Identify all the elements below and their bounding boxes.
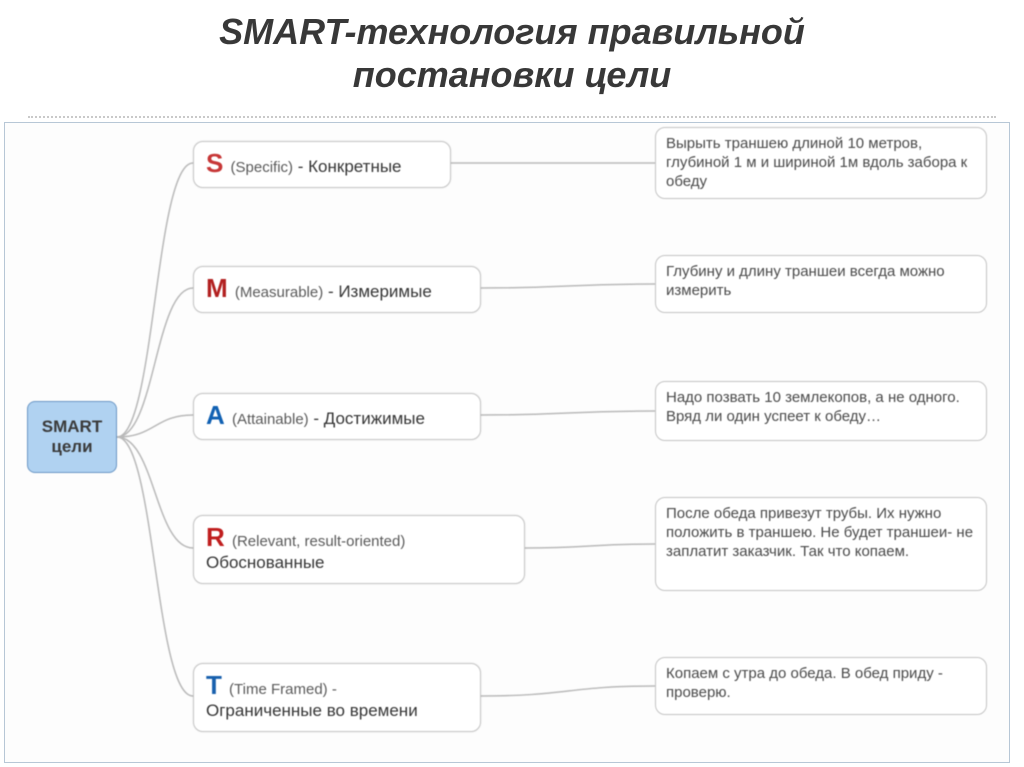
title-divider [28,116,996,118]
criterion-russian-a: - Достижимые [309,409,425,428]
criterion-letter-s: S [206,150,223,176]
criterion-russian-r: Обоснованные [206,553,512,573]
criterion-letter-r: R [206,524,225,550]
root-node-smart-goals: SMART цели [27,401,117,473]
criterion-russian-t: Ограниченные во времени [206,701,468,721]
title-line-2: постановки цели [353,54,671,95]
criterion-node-a: A (Attainable) - Достижимые [193,393,481,440]
smart-diagram: SMART цели S (Specific) - КонкретныеВыры… [5,123,1009,762]
connector-r-to-example [525,544,655,548]
criterion-russian-s: - Конкретные [293,157,401,176]
root-line-1: SMART [42,417,102,436]
connector-root-to-a [117,415,193,437]
connector-m-to-example [481,284,655,288]
criterion-letter-a: A [206,402,225,428]
title-line-1: SMART-технология правильной [219,11,805,52]
example-node-t: Копаем с утра до обеда. В обед приду - п… [655,657,987,715]
criterion-english-m: (Measurable) [231,284,324,301]
example-node-r: После обеда привезут трубы. Их нужно пол… [655,497,987,591]
criterion-english-s: (Specific) [226,159,293,176]
connector-root-to-m [117,288,193,437]
criterion-node-s: S (Specific) - Конкретные [193,141,451,188]
criterion-node-r: R (Relevant, result-oriented) Обоснованны… [193,515,525,584]
connector-t-to-example [481,686,655,696]
diagram-frame: SMART цели S (Specific) - КонкретныеВыры… [4,122,1010,763]
criterion-english-t: (Time Framed) - [225,681,337,698]
page-title: SMART-технология правильной постановки ц… [0,0,1024,110]
criterion-english-r: (Relevant, result-oriented) [228,533,406,550]
criterion-node-m: M (Measurable) - Измеримые [193,266,481,313]
criterion-letter-t: T [206,672,222,698]
criterion-letter-m: M [206,275,228,301]
example-node-a: Надо позвать 10 землекопов, а не одного.… [655,381,987,441]
connector-root-to-t [117,437,193,696]
connector-root-to-r [117,437,193,548]
connector-a-to-example [481,411,655,415]
root-line-2: цели [51,437,92,456]
connector-root-to-s [117,163,193,437]
example-node-m: Глубину и длину траншеи всегда можно изм… [655,255,987,313]
criterion-english-a: (Attainable) [228,411,309,428]
criterion-russian-m: - Измеримые [323,282,432,301]
example-node-s: Вырыть траншею длиной 10 метров, глубино… [655,127,987,199]
criterion-node-t: T (Time Framed) - Ограниченные во времени [193,663,481,732]
